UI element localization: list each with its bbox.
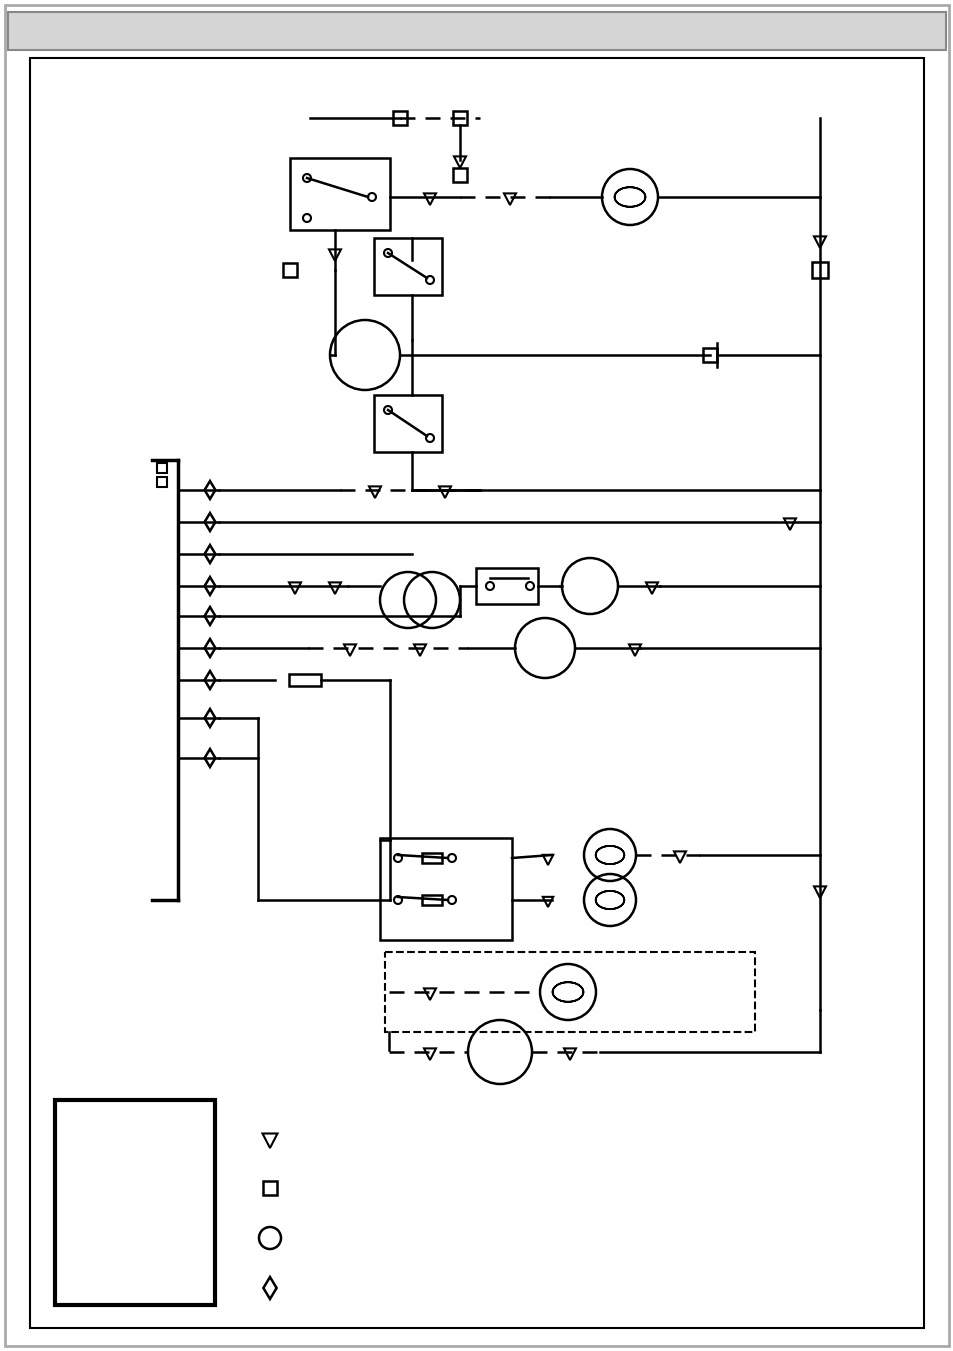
Bar [421, 894, 441, 905]
Bar [290, 158, 390, 230]
Bar [263, 1181, 276, 1196]
Polygon shape [329, 582, 340, 594]
Bar [453, 111, 467, 126]
Polygon shape [414, 644, 426, 657]
Bar [811, 262, 827, 278]
Polygon shape [673, 851, 685, 863]
Bar [393, 111, 407, 126]
Circle shape [485, 582, 494, 590]
Polygon shape [423, 193, 436, 205]
Polygon shape [344, 644, 355, 657]
Polygon shape [204, 577, 215, 594]
Polygon shape [204, 544, 215, 563]
Circle shape [303, 213, 311, 222]
Circle shape [525, 582, 534, 590]
Polygon shape [563, 1048, 576, 1061]
Polygon shape [204, 671, 215, 689]
Polygon shape [813, 886, 825, 898]
Polygon shape [542, 897, 553, 907]
Polygon shape [262, 1133, 277, 1148]
Bar [157, 477, 167, 486]
Polygon shape [628, 644, 640, 657]
Bar [289, 674, 320, 686]
Circle shape [303, 174, 311, 182]
Polygon shape [438, 486, 451, 499]
Polygon shape [329, 250, 340, 261]
Polygon shape [204, 513, 215, 531]
Polygon shape [503, 193, 516, 205]
Polygon shape [263, 1277, 276, 1300]
Polygon shape [542, 855, 553, 865]
Bar [385, 952, 754, 1032]
Bar [453, 168, 467, 182]
Bar [283, 263, 296, 277]
Circle shape [448, 896, 456, 904]
Polygon shape [204, 607, 215, 626]
Bar [421, 852, 441, 863]
Polygon shape [289, 582, 301, 594]
Bar [55, 1100, 214, 1305]
Polygon shape [204, 639, 215, 657]
Polygon shape [454, 157, 465, 168]
Bar [702, 349, 717, 362]
Circle shape [448, 854, 456, 862]
Circle shape [368, 193, 375, 201]
Polygon shape [369, 486, 380, 499]
Polygon shape [645, 582, 658, 594]
Bar [379, 838, 512, 940]
Circle shape [426, 276, 434, 284]
Polygon shape [423, 1048, 436, 1061]
Polygon shape [204, 748, 215, 767]
Polygon shape [423, 989, 436, 1000]
Circle shape [394, 854, 401, 862]
Circle shape [426, 434, 434, 442]
Polygon shape [204, 481, 215, 499]
Bar [8, 12, 945, 50]
Polygon shape [813, 236, 825, 249]
Polygon shape [204, 709, 215, 727]
Circle shape [394, 896, 401, 904]
Circle shape [384, 407, 392, 413]
Circle shape [384, 249, 392, 257]
Bar [157, 463, 167, 473]
Polygon shape [783, 519, 795, 530]
Bar [374, 238, 441, 295]
Bar [476, 567, 537, 604]
Bar [374, 394, 441, 453]
